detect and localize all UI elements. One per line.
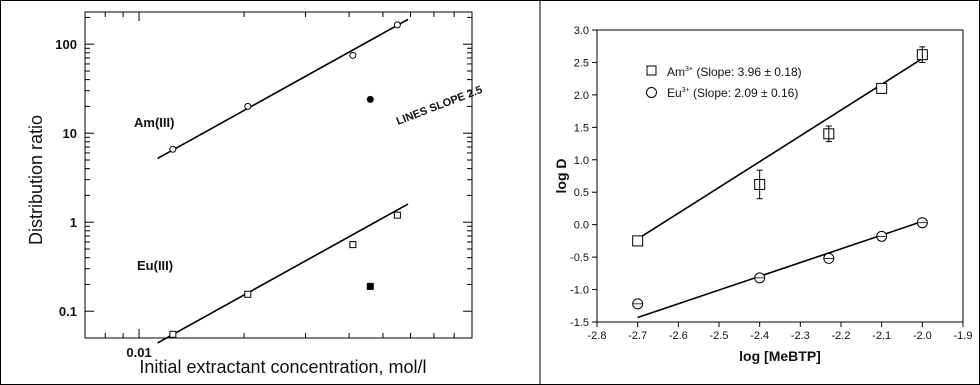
- legend-label-am: Am3+ (Slope: 3.96 ± 0.18): [667, 65, 802, 79]
- right-x-tick-label: -2.1: [872, 330, 891, 342]
- right-y-tick-label: 2.5: [574, 57, 589, 69]
- left-series-label-eu: Eu(III): [137, 258, 173, 273]
- right-legend: Am3+ (Slope: 3.96 ± 0.18) Eu3+ (Slope: 2…: [646, 65, 802, 100]
- right-point-am: [632, 235, 644, 247]
- left-y-axis-label: Distribution ratio: [26, 115, 46, 245]
- right-y-tick-label: 0.0: [574, 220, 589, 232]
- left-y-tick-label: 10: [63, 126, 77, 141]
- left-point-eu: [169, 330, 177, 338]
- right-y-tick-label: 3.0: [574, 25, 589, 37]
- left-y-tick-label: 0.1: [59, 304, 77, 319]
- right-fit-line-eu: [637, 220, 923, 319]
- left-x-tick-label: 0.01: [126, 345, 151, 360]
- left-y-tick-label: 1: [70, 215, 77, 230]
- right-chart: -1.5 -1.0 -0.5 0.0 0.5 1.0 1.5 2.0 2.5 3.0 -2.8 -2.…: [553, 25, 972, 364]
- left-point-am: [349, 51, 357, 59]
- left-point-filled-square: [366, 282, 374, 290]
- left-fit-line-1: [157, 203, 409, 344]
- left-point-am: [393, 21, 401, 29]
- left-point-eu: [349, 241, 357, 249]
- right-y-axis-label: log D: [553, 159, 569, 194]
- right-y-tick-label: 0.5: [574, 187, 589, 199]
- left-x-axis-label: Initial extractant concentration, mol/l: [139, 357, 426, 377]
- right-y-tick-label: -0.5: [570, 252, 589, 264]
- left-point-eu: [393, 211, 401, 219]
- right-x-tick-label: -2.4: [750, 330, 769, 342]
- right-x-tick-label: -2.3: [791, 330, 810, 342]
- right-x-tick-label: -2.7: [628, 330, 647, 342]
- left-point-am: [169, 145, 177, 153]
- left-plot-frame: [84, 11, 473, 339]
- right-y-tick-label: 2.0: [574, 90, 589, 102]
- right-x-tick-label: -2.5: [710, 330, 729, 342]
- right-x-tick-label: -2.6: [669, 330, 688, 342]
- left-point-am: [244, 102, 252, 110]
- left-fit-line-0: [157, 18, 409, 160]
- legend-marker-am: [646, 65, 657, 76]
- right-x-tick-label: -2.2: [832, 330, 851, 342]
- left-point-eu: [244, 290, 252, 298]
- legend-marker-eu: [646, 87, 657, 98]
- right-fit-line-am: [637, 57, 923, 240]
- right-y-tick-label: 1.0: [574, 155, 589, 167]
- right-x-axis-label: log [MeBTP]: [739, 348, 821, 364]
- left-series-label-am: Am(III): [134, 115, 174, 130]
- left-point-filled-circle: [366, 95, 374, 103]
- right-plot-frame: [596, 29, 964, 323]
- right-x-tick-label: -2.0: [913, 330, 932, 342]
- right-point-am: [876, 82, 888, 94]
- right-y-tick-label: -1.0: [570, 285, 589, 297]
- right-y-tick-label: 1.5: [574, 122, 589, 134]
- legend-label-eu: Eu3+ (Slope: 2.09 ± 0.16): [667, 86, 798, 100]
- right-x-tick-label: -2.8: [588, 330, 607, 342]
- right-y-tick-label: -1.5: [570, 317, 589, 329]
- left-y-tick-label: 100: [55, 37, 77, 52]
- right-x-tick-label: -1.9: [954, 330, 973, 342]
